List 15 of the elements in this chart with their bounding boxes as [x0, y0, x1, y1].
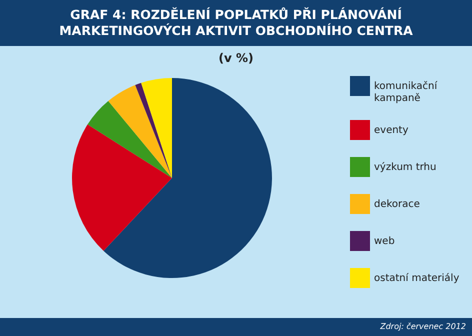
legend-label: web — [374, 236, 395, 247]
chart-title: GRAF 4: ROZDĚLENÍ POPLATKŮ PŘI PLÁNOVÁNÍ MARKETINGOVÝCH AKTIVIT OBCHODNÍHO CENTRA — [0, 0, 472, 46]
legend-label: dekorace — [374, 199, 420, 210]
legend-label: eventy — [374, 125, 408, 136]
chart-subtitle: (v %) — [218, 51, 254, 65]
legend-label: výzkum trhu — [374, 162, 436, 173]
pie-slice — [141, 78, 172, 178]
pie-slice — [135, 82, 172, 178]
pie-slice — [104, 78, 272, 278]
pie-slice — [88, 100, 172, 178]
pie-slice — [108, 85, 172, 178]
pie-slice — [72, 124, 172, 251]
text: Zdroj: červenec 2012 — [0, 318, 472, 336]
legend-label: ostatní materiály — [374, 273, 460, 284]
legend-label: komunikační kampaně — [374, 81, 438, 104]
